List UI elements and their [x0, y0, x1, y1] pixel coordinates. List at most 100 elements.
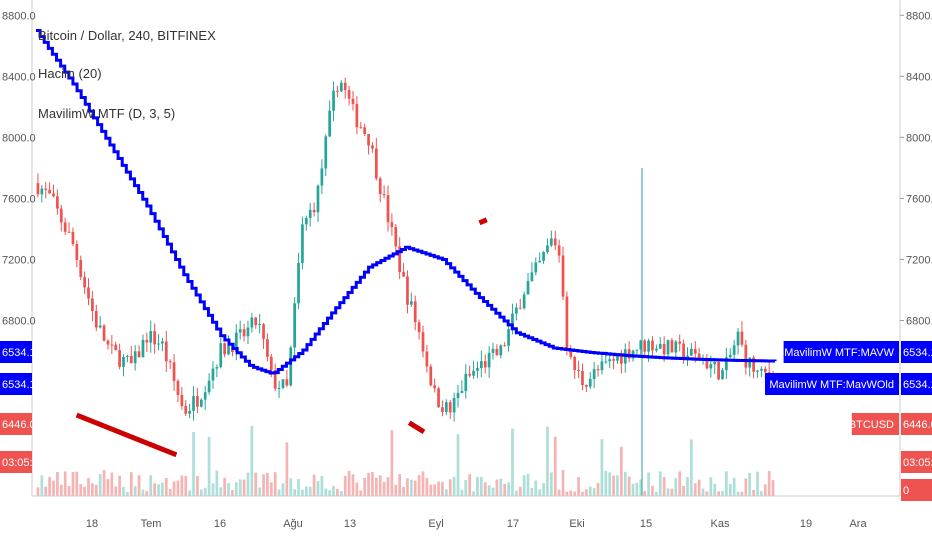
x-tick-label: 16	[214, 518, 226, 530]
candle-body	[736, 331, 740, 346]
mavilim-indicator-label[interactable]: MavilimW MTF (D, 3, 5)	[38, 106, 175, 121]
volume-bar	[771, 480, 775, 496]
left-price-label: 6446.0	[2, 419, 36, 431]
candle-body	[145, 339, 149, 343]
y-tick-label-left: 7600.0	[2, 193, 36, 205]
left-price-axis[interactable]: 8800.0 8400.0 8000.0 7600.0 7200.0 6800.0	[2, 10, 36, 327]
candle-body	[215, 367, 219, 369]
volume-bar	[398, 474, 402, 496]
price-value-label: 6446.0	[903, 419, 932, 431]
candle-body	[246, 327, 250, 337]
candle-body	[592, 369, 596, 379]
volume-bar	[133, 486, 137, 496]
volume-bar	[402, 486, 405, 496]
volume-bar	[320, 476, 324, 496]
volume-bar	[655, 491, 658, 496]
volume-bar	[157, 484, 160, 496]
candle-body	[503, 345, 507, 347]
candle-body	[44, 188, 48, 190]
candle-body	[336, 90, 339, 92]
volume-bar	[472, 491, 475, 496]
symbol-title[interactable]: Bitcoin / Dollar, 240, BITFINEX	[38, 28, 216, 43]
candle-body	[293, 303, 297, 348]
candle-body	[690, 348, 693, 356]
candle-body	[444, 402, 448, 412]
candle-body	[542, 252, 545, 261]
volume-bar	[468, 474, 472, 496]
right-price-axis[interactable]: 8800.0 8400.0 8000.0 7600.0 7200.0 6800.0	[900, 10, 932, 327]
volume-bar	[425, 478, 429, 496]
volume-bar	[161, 482, 164, 496]
candle-body	[682, 343, 685, 360]
volume-bar	[709, 477, 713, 496]
volume-bar	[328, 490, 332, 496]
candle-body	[596, 369, 600, 371]
volume-bar	[215, 470, 219, 496]
volume-bar	[581, 491, 584, 496]
y-tick-label-right: 8800.0	[906, 10, 932, 22]
volume-bar	[417, 475, 421, 496]
candle-body	[658, 343, 662, 349]
volume-bar	[110, 472, 114, 496]
volume-bar	[573, 491, 577, 496]
candle-body	[56, 196, 59, 209]
volume-indicator-label[interactable]: Hacim (20)	[38, 66, 102, 81]
price-value-label: 03:05:28	[903, 457, 932, 469]
candle-body	[91, 298, 94, 312]
volume-bar	[269, 482, 273, 496]
volume-bar	[153, 483, 156, 496]
volume-bar	[744, 478, 748, 496]
volume-bar	[234, 482, 238, 496]
volume-bar	[627, 476, 631, 496]
candle-body	[67, 231, 71, 233]
candle-body	[561, 255, 565, 297]
volume-bar	[312, 474, 316, 496]
volume-bar	[67, 485, 71, 496]
volume-bar	[242, 479, 246, 496]
candle-body	[581, 370, 584, 386]
volume-bar	[693, 483, 697, 496]
volume-bar	[277, 489, 281, 496]
x-tick-label: Tem	[141, 518, 162, 530]
volume-bar	[203, 487, 207, 496]
candle-body	[118, 350, 121, 367]
time-axis[interactable]: 18 Tem 16 Ağu 13 Eyl 17 Eki 15 Kas 19 Ara	[86, 518, 868, 530]
volume-bar	[180, 475, 184, 496]
volume-bar	[316, 480, 320, 496]
left-price-tags: 6534.1 6534.1 6446.0 03:05:28	[0, 341, 45, 473]
candle-body	[79, 260, 83, 278]
candle-body	[448, 402, 452, 413]
candle-body	[48, 189, 51, 194]
volume-bar	[713, 483, 717, 496]
candle-body	[413, 301, 417, 323]
y-tick-label-left: 8800.0	[2, 10, 36, 22]
volume-bar	[476, 477, 479, 496]
x-tick-label: Eyl	[428, 518, 443, 530]
candle-body	[409, 301, 413, 305]
candle-body	[328, 110, 332, 137]
candle-body	[569, 349, 573, 358]
x-tick-label: Ara	[849, 518, 867, 530]
y-tick-label-right: 6800.0	[906, 315, 932, 327]
candle-body	[164, 341, 168, 362]
volume-bar	[137, 475, 141, 496]
candle-body	[149, 331, 153, 343]
volume-bar	[717, 491, 720, 496]
volume-bar	[211, 483, 215, 496]
volume-bar	[592, 488, 596, 496]
signal-marker	[478, 217, 488, 226]
candle-body	[180, 394, 184, 406]
candle-body	[254, 317, 258, 326]
volume-bar	[526, 473, 530, 496]
volume-bar	[343, 475, 347, 496]
candle-body	[94, 311, 98, 328]
candle-body	[421, 332, 425, 352]
volume-bar	[429, 484, 433, 496]
candle-body	[604, 361, 608, 363]
candle-body	[573, 357, 577, 371]
signal-marker	[75, 412, 178, 458]
volume-bar	[546, 426, 549, 496]
candle-body	[600, 361, 604, 371]
volume-bar	[561, 470, 565, 496]
